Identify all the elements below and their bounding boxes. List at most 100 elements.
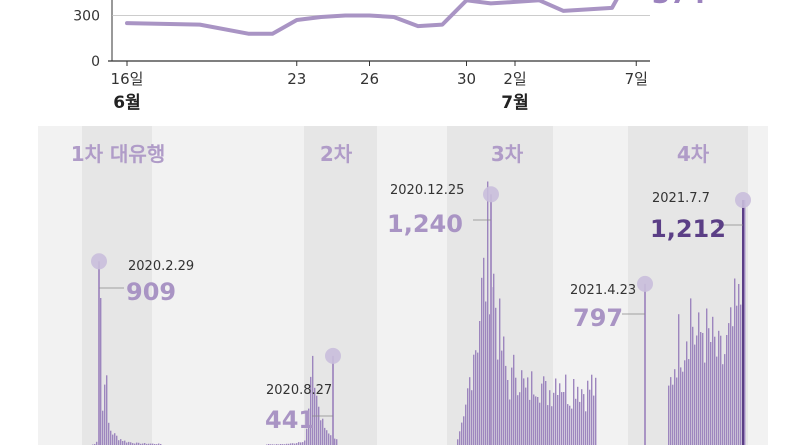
daily-case-bar — [527, 377, 529, 445]
daily-case-bar — [541, 383, 543, 445]
daily-case-bar — [100, 298, 102, 445]
peak-date-label: 2020.2.29 — [128, 259, 194, 274]
daily-case-bar — [487, 181, 489, 445]
daily-case-bar — [334, 438, 336, 445]
daily-case-bar — [485, 301, 487, 445]
daily-case-bar — [531, 371, 533, 445]
daily-case-bar — [288, 443, 290, 445]
wave-band — [82, 126, 152, 445]
daily-case-bar — [736, 305, 738, 445]
x-tick-labels: 16일 23 26 30 2일 7일 — [111, 61, 648, 88]
daily-case-bar — [525, 387, 527, 445]
daily-case-bar — [467, 388, 469, 445]
daily-case-bars — [92, 181, 746, 445]
daily-case-bar — [720, 335, 722, 445]
daily-case-bar — [567, 404, 569, 445]
daily-case-bar — [152, 443, 154, 445]
daily-case-bar — [138, 442, 140, 445]
daily-case-bar — [549, 390, 551, 445]
daily-case-bar — [732, 326, 734, 445]
daily-case-bar — [128, 441, 130, 445]
daily-case-bar — [579, 401, 581, 445]
series-line-light — [125, 0, 619, 36]
daily-case-bar — [290, 443, 292, 445]
daily-case-bar — [102, 410, 104, 445]
daily-case-bar — [136, 442, 138, 445]
daily-case-bar — [519, 392, 521, 445]
daily-case-bar — [744, 200, 746, 445]
daily-case-bar — [509, 399, 511, 445]
daily-cases-line-chart: 0 300 16일 23 26 30 2일 7일 6월 7월 374 — [73, 0, 706, 113]
daily-case-bar — [322, 418, 324, 445]
daily-case-bar — [714, 336, 716, 445]
daily-case-bar — [505, 365, 507, 445]
daily-case-bar — [595, 377, 597, 445]
daily-case-bar — [503, 336, 505, 445]
daily-case-bar — [694, 344, 696, 445]
y-tick-label: 300 — [73, 9, 100, 25]
daily-case-bar — [118, 440, 120, 445]
daily-case-bar — [738, 284, 740, 445]
peak-marker — [483, 186, 499, 203]
daily-case-bar — [298, 442, 300, 445]
daily-case-bar — [130, 442, 132, 445]
daily-case-bar — [120, 439, 122, 445]
daily-case-bar — [539, 402, 541, 445]
daily-case-bar — [124, 440, 126, 445]
daily-case-bar — [708, 328, 710, 445]
daily-case-bar — [140, 443, 142, 445]
daily-case-bar — [324, 427, 326, 445]
daily-case-bar — [682, 371, 684, 445]
peak-marker — [325, 347, 341, 364]
wave-label: 4차 — [677, 142, 710, 166]
daily-case-bar — [543, 376, 545, 445]
daily-case-bar — [134, 443, 136, 445]
peak-value-label: 909 — [126, 278, 176, 306]
daily-case-bar — [114, 433, 116, 445]
daily-case-bar — [690, 298, 692, 445]
daily-case-bar — [499, 298, 501, 445]
daily-case-bar — [585, 411, 587, 445]
daily-case-bar — [497, 359, 499, 445]
daily-case-bar — [716, 356, 718, 445]
daily-case-bar — [702, 333, 704, 445]
daily-case-bar — [704, 362, 706, 445]
y-tick-labels: 0 300 — [73, 9, 100, 71]
daily-case-bar — [148, 443, 150, 445]
month-label: 6월 — [113, 93, 140, 113]
daily-case-bar — [507, 380, 509, 445]
daily-case-bar — [680, 367, 682, 445]
peak-date-label: 2020.8.27 — [266, 383, 332, 398]
x-tick-label: 23 — [287, 70, 306, 88]
daily-case-bar — [565, 374, 567, 445]
daily-case-bar — [122, 441, 124, 445]
daily-case-bar — [300, 442, 302, 445]
wave-label: 3차 — [491, 142, 524, 166]
daily-case-bar — [517, 395, 519, 445]
daily-case-bar — [569, 405, 571, 445]
daily-case-bar — [483, 257, 485, 445]
daily-case-bar — [469, 377, 471, 445]
daily-case-bar — [126, 442, 128, 445]
x-tick-label: 30 — [457, 70, 476, 88]
daily-case-bar — [583, 394, 585, 445]
peak-value-label: 1,240 — [387, 210, 463, 238]
daily-case-bar — [489, 314, 491, 445]
daily-case-bar — [310, 376, 312, 445]
daily-case-bar — [692, 326, 694, 445]
daily-case-bar — [513, 354, 515, 445]
x-tick-label: 16일 — [111, 70, 144, 88]
daily-case-bar — [587, 380, 589, 445]
daily-case-bar — [593, 395, 595, 445]
daily-case-bar — [336, 439, 338, 445]
daily-case-bar — [557, 395, 559, 445]
peak-date-label: 2021.7.7 — [652, 191, 710, 206]
daily-case-bar — [495, 307, 497, 445]
daily-case-bar — [577, 386, 579, 445]
daily-case-bar — [710, 342, 712, 445]
daily-case-bar — [535, 396, 537, 445]
peak-date-label: 2021.4.23 — [570, 283, 636, 298]
daily-case-bar — [678, 314, 680, 445]
